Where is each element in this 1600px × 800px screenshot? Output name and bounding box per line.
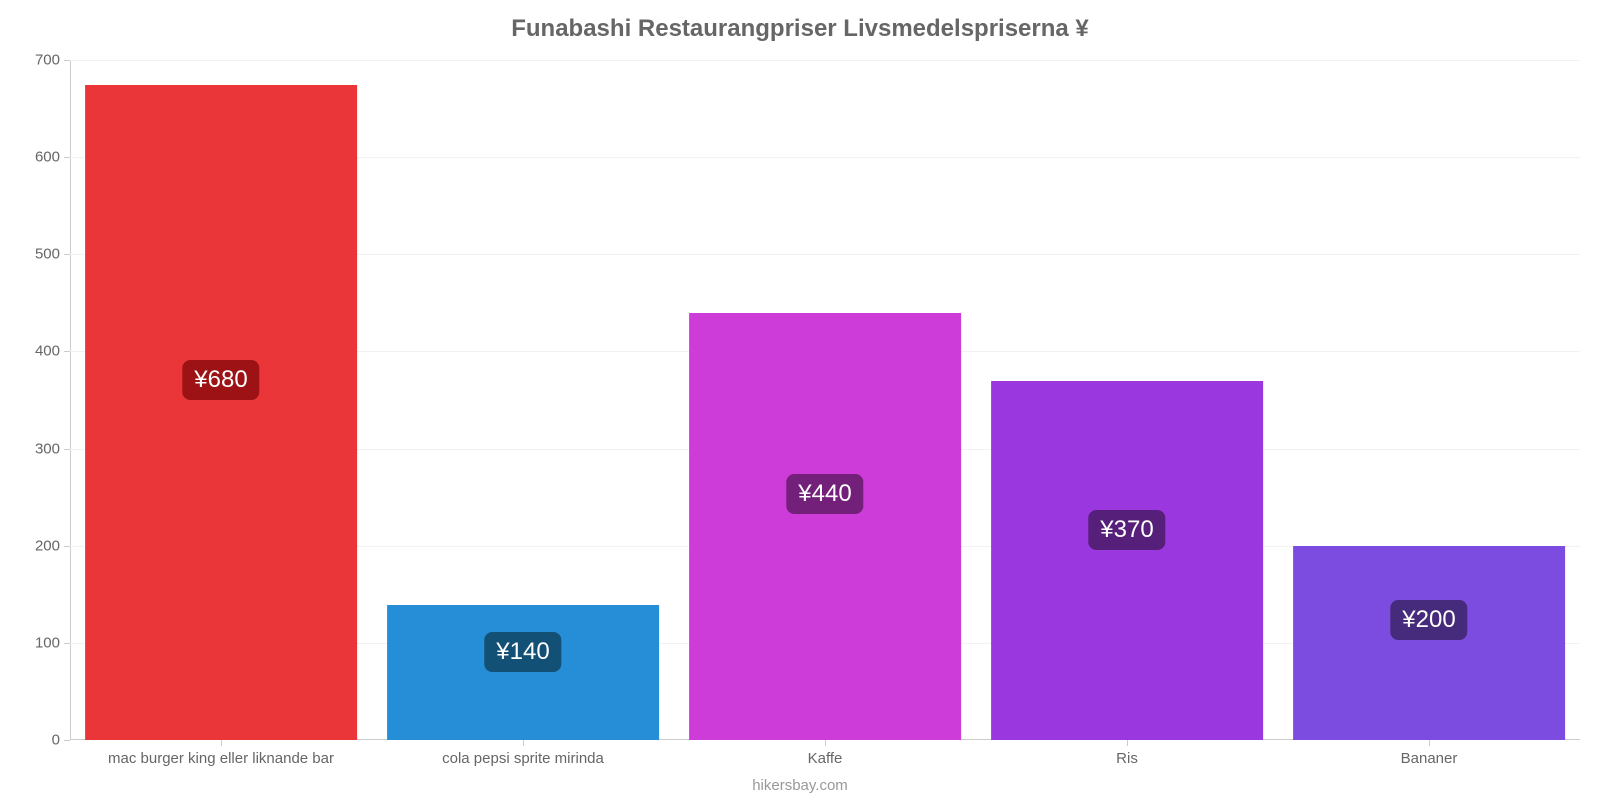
y-tick-label: 400 (35, 343, 60, 360)
bars-container: ¥680mac burger king eller liknande bar¥1… (70, 60, 1580, 740)
bar-slot: ¥440Kaffe (674, 60, 976, 740)
y-tick-label: 700 (35, 52, 60, 69)
x-category-label: Bananer (1401, 750, 1458, 767)
value-badge: ¥440 (786, 474, 863, 514)
y-tick-label: 200 (35, 537, 60, 554)
bar (85, 85, 357, 740)
y-tick-mark (64, 643, 70, 644)
x-tick-mark (221, 740, 222, 746)
x-category-label: Kaffe (808, 750, 843, 767)
x-tick-mark (1127, 740, 1128, 746)
x-tick-mark (523, 740, 524, 746)
y-tick-mark (64, 254, 70, 255)
y-tick-label: 600 (35, 149, 60, 166)
x-tick-mark (1429, 740, 1430, 746)
y-tick-mark (64, 546, 70, 547)
value-badge: ¥370 (1088, 510, 1165, 550)
y-tick-mark (64, 157, 70, 158)
x-category-label: mac burger king eller liknande bar (108, 750, 334, 767)
bar (387, 605, 659, 740)
y-tick-label: 300 (35, 440, 60, 457)
bar-slot: ¥140cola pepsi sprite mirinda (372, 60, 674, 740)
chart-title: Funabashi Restaurangpriser Livsmedelspri… (0, 15, 1600, 43)
plot-area: ¥680mac burger king eller liknande bar¥1… (70, 60, 1580, 740)
y-tick-mark (64, 60, 70, 61)
bar-slot: ¥200Bananer (1278, 60, 1580, 740)
price-bar-chart: Funabashi Restaurangpriser Livsmedelspri… (0, 0, 1600, 800)
bar (689, 313, 961, 740)
chart-footer: hikersbay.com (0, 777, 1600, 794)
bar-slot: ¥680mac burger king eller liknande bar (70, 60, 372, 740)
x-tick-mark (825, 740, 826, 746)
y-tick-label: 500 (35, 246, 60, 263)
bar (991, 381, 1263, 740)
y-tick-mark (64, 351, 70, 352)
value-badge: ¥140 (484, 632, 561, 672)
y-tick-label: 100 (35, 634, 60, 651)
y-tick-label: 0 (52, 732, 60, 749)
value-badge: ¥200 (1390, 600, 1467, 640)
y-tick-mark (64, 449, 70, 450)
y-tick-mark (64, 740, 70, 741)
value-badge: ¥680 (182, 360, 259, 400)
x-category-label: cola pepsi sprite mirinda (442, 750, 604, 767)
bar (1293, 546, 1565, 740)
x-category-label: Ris (1116, 750, 1138, 767)
bar-slot: ¥370Ris (976, 60, 1278, 740)
